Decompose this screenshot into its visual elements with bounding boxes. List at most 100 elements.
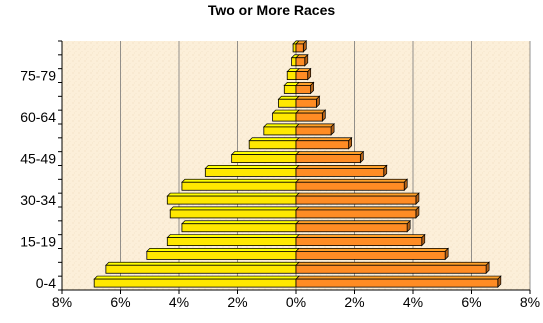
bar-front-face: [295, 209, 417, 219]
bar-right-25-29: [295, 206, 420, 219]
bar-front-face: [181, 181, 297, 191]
x-tick-label: 2%: [227, 294, 247, 310]
x-tick-label: 6%: [110, 294, 130, 310]
bar-top-face: [295, 109, 327, 114]
bar-left-15-19: [166, 234, 300, 246]
y-tick-label: 0-4: [36, 275, 56, 291]
bar-left-40-44: [204, 165, 300, 177]
bar-top-face: [295, 137, 353, 142]
bar-front-face: [295, 85, 312, 94]
bar-front-face: [295, 140, 350, 150]
bar-front-face: [295, 237, 423, 246]
bar-front-face: [295, 126, 332, 136]
x-tick-label: 8%: [52, 294, 72, 310]
bar-front-face: [295, 278, 499, 288]
bar-top-face: [181, 178, 300, 183]
chart-title: Two or More Races: [207, 2, 336, 18]
bar-front-face: [181, 223, 297, 233]
bar-top-face: [295, 261, 490, 266]
bar-top-face: [295, 123, 335, 128]
bar-top-face: [295, 178, 409, 183]
bar-front-face: [169, 209, 297, 219]
bar-front-face: [231, 154, 297, 163]
bar-front-face: [283, 85, 297, 94]
x-tick-label: 0%: [286, 294, 306, 310]
bar-top-face: [295, 248, 450, 252]
x-tick-label: 2%: [344, 294, 364, 310]
bar-top-face: [248, 137, 300, 142]
y-tick-label: 75-79: [20, 68, 56, 84]
x-tick-label: 8%: [520, 294, 540, 310]
bar-right-15-19: [295, 233, 426, 247]
bar-front-face: [295, 168, 385, 177]
y-tick-label: 30-34: [20, 192, 56, 208]
bar-top-face: [93, 275, 300, 280]
y-tick-label: 15-19: [20, 234, 56, 250]
bar-top-face: [295, 165, 388, 169]
bar-front-face: [292, 43, 297, 53]
bar-left-25-29: [169, 206, 300, 219]
bar-front-face: [93, 278, 297, 288]
bar-front-face: [291, 57, 297, 67]
bar-left-45-49: [230, 151, 300, 163]
bar-top-face: [230, 151, 300, 155]
bar-right-5-9: [295, 261, 490, 275]
bar-top-face: [145, 248, 300, 252]
bar-left-55-59: [262, 123, 300, 136]
bar-front-face: [295, 264, 487, 274]
bar-left-0-4: [93, 275, 300, 288]
bar-front-face: [278, 98, 297, 108]
bar-top-face: [295, 151, 365, 155]
bar-front-face: [295, 195, 417, 205]
bar-front-face: [295, 181, 405, 191]
bar-left-30-34: [166, 192, 300, 205]
x-tick-label: 4%: [169, 294, 189, 310]
bar-top-face: [295, 192, 420, 197]
bar-right-35-39: [295, 178, 409, 192]
bar-right-50-54: [295, 136, 353, 150]
bar-front-face: [248, 140, 297, 150]
bar-front-face: [166, 195, 297, 205]
bar-front-face: [204, 168, 297, 177]
bar-top-face: [295, 95, 321, 100]
bar-front-face: [166, 237, 297, 246]
bar-right-10-14: [295, 247, 450, 261]
bar-top-face: [295, 206, 420, 211]
bar-top-face: [166, 234, 300, 238]
bar-front-face: [146, 251, 297, 260]
bar-top-face: [105, 261, 300, 266]
x-tick-label: 6%: [461, 294, 481, 310]
bar-front-face: [295, 43, 304, 53]
bar-right-75-79: [295, 67, 312, 81]
bar-top-face: [166, 192, 300, 197]
bar-left-20-24: [181, 220, 300, 233]
bar-right-60-64: [295, 109, 327, 122]
bar-front-face: [286, 71, 297, 80]
bar-front-face: [295, 223, 408, 233]
bar-right-80-84: [295, 53, 309, 67]
bar-right-65-69: [295, 95, 321, 109]
y-tick-label: 45-49: [20, 151, 56, 167]
bar-top-face: [262, 123, 300, 128]
bar-right-45-49: [295, 150, 365, 164]
bar-front-face: [295, 71, 309, 80]
bar-front-face: [105, 264, 297, 274]
x-tick-label: 4%: [403, 294, 423, 310]
bar-left-65-69: [277, 95, 300, 108]
y-tick-label: 60-64: [20, 109, 56, 125]
bar-right-0-4: [295, 275, 502, 288]
bar-top-face: [277, 95, 300, 100]
bar-front-face: [272, 112, 297, 122]
bar-front-face: [295, 57, 306, 67]
bar-top-face: [271, 109, 300, 114]
bar-right-20-24: [295, 219, 411, 233]
bar-top-face: [169, 206, 300, 211]
bar-top-face: [181, 220, 300, 225]
bar-left-60-64: [271, 109, 300, 122]
bar-left-5-9: [105, 261, 300, 274]
bar-right-70-74: [295, 81, 315, 95]
bar-front-face: [295, 251, 446, 260]
bar-left-10-14: [145, 248, 300, 260]
bar-front-face: [295, 112, 323, 122]
